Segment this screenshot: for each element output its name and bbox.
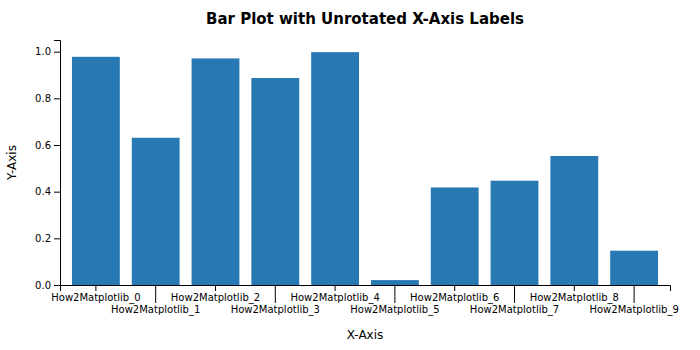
- y-axis-title: Y-Axis: [5, 145, 19, 181]
- bar: [251, 78, 299, 285]
- y-tick: 0.6: [35, 140, 60, 151]
- y-axis: 0.0 0.2 0.4 0.6 0.8 1.0: [35, 41, 60, 291]
- x-tick-mark: [514, 285, 515, 303]
- x-tick-mark: [215, 285, 216, 291]
- x-tick-mark: [95, 285, 96, 291]
- bar: [431, 187, 479, 285]
- x-tick: How2Matplotlib_6: [410, 285, 499, 304]
- y-tick: 0.0: [35, 280, 60, 291]
- x-tick-label: How2Matplotlib_5: [350, 304, 439, 316]
- x-tick-mark: [454, 285, 455, 291]
- x-tick: How2Matplotlib_2: [171, 285, 260, 304]
- plot-area: How2Matplotlib_0How2Matplotlib_1How2Matp…: [35, 41, 679, 317]
- x-tick-label: How2Matplotlib_8: [530, 292, 619, 304]
- y-axis-line: [54, 41, 61, 286]
- y-tick-mark: [54, 238, 60, 239]
- x-axis-line: [61, 286, 671, 292]
- x-tick-label: How2Matplotlib_0: [51, 292, 140, 304]
- bar: [311, 52, 359, 285]
- y-tick-mark: [54, 145, 60, 146]
- y-tick-label: 0.0: [35, 280, 51, 291]
- x-tick-mark: [634, 285, 635, 303]
- y-tick-mark: [54, 98, 60, 99]
- y-tick-label: 0.6: [35, 140, 51, 151]
- x-tick: How2Matplotlib_4: [290, 285, 379, 304]
- x-tick: How2Matplotlib_0: [51, 285, 140, 304]
- bar: [72, 57, 120, 285]
- y-tick-label: 1.0: [35, 46, 51, 57]
- x-tick-label: How2Matplotlib_3: [231, 304, 320, 316]
- y-tick: 0.2: [35, 233, 60, 244]
- chart: How2Matplotlib_0How2Matplotlib_1How2Matp…: [0, 0, 700, 350]
- bar: [491, 181, 539, 285]
- x-tick-mark: [155, 285, 156, 303]
- y-tick-mark: [54, 192, 60, 193]
- marks: [72, 52, 658, 285]
- y-tick: 0.8: [35, 93, 60, 104]
- y-tick: 1.0: [35, 46, 60, 57]
- x-axis-title: X-Axis: [347, 328, 384, 342]
- y-tick-mark: [54, 285, 60, 286]
- x-tick-label: How2Matplotlib_4: [290, 292, 379, 304]
- x-tick-label: How2Matplotlib_1: [111, 304, 200, 316]
- x-tick-label: How2Matplotlib_2: [171, 292, 260, 304]
- y-tick: 0.4: [35, 186, 60, 197]
- y-tick-label: 0.2: [35, 233, 51, 244]
- y-tick-label: 0.8: [35, 93, 51, 104]
- x-tick: How2Matplotlib_8: [530, 285, 619, 304]
- x-tick-label: How2Matplotlib_6: [410, 292, 499, 304]
- title: Bar Plot with Unrotated X-Axis Labels: [206, 10, 524, 28]
- x-tick-mark: [275, 285, 276, 303]
- bar: [371, 280, 419, 285]
- bar: [132, 138, 180, 285]
- x-tick-label: How2Matplotlib_9: [589, 304, 678, 316]
- x-axis: How2Matplotlib_0How2Matplotlib_1How2Matp…: [51, 285, 679, 316]
- bar: [550, 156, 598, 285]
- x-tick-mark: [335, 285, 336, 291]
- bar: [610, 251, 658, 285]
- y-tick-label: 0.4: [35, 186, 51, 197]
- x-tick-label: How2Matplotlib_7: [470, 304, 559, 316]
- bar: [192, 58, 240, 285]
- y-tick-mark: [54, 52, 60, 53]
- x-tick-mark: [574, 285, 575, 291]
- x-tick: How2Matplotlib_9: [589, 285, 678, 316]
- x-tick-mark: [394, 285, 395, 303]
